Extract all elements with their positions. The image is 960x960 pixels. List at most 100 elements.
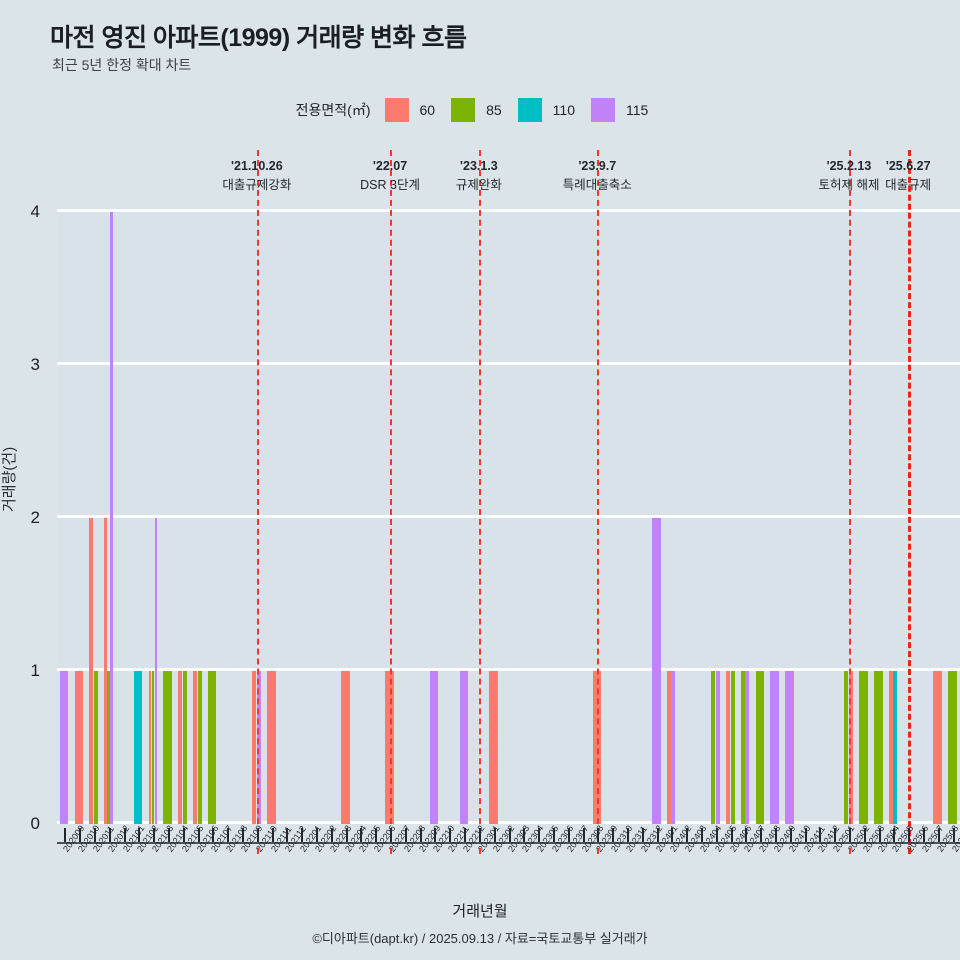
bar-202106-60[interactable] <box>193 671 198 824</box>
bar-202010-60[interactable] <box>74 671 84 824</box>
bar-202204-60[interactable] <box>341 671 350 824</box>
x-tick-202307 <box>567 828 570 842</box>
x-tick-202509 <box>952 828 955 842</box>
bar-202309-60[interactable] <box>592 671 602 824</box>
bar-202210-115[interactable] <box>429 671 439 824</box>
bar-202401-115[interactable] <box>651 518 661 824</box>
legend-label-110: 110 <box>552 102 575 118</box>
event-label-5: '25.2.13 토허제 해제 <box>779 157 919 196</box>
bar-202406-60[interactable] <box>725 671 730 824</box>
x-tick-202202 <box>316 828 319 842</box>
bar-202212-115[interactable] <box>459 671 469 824</box>
event-date-2: '22.07 <box>372 159 408 173</box>
page-subtitle: 최근 5년 한정 확대 차트 <box>52 57 192 73</box>
bar-202405-85[interactable] <box>711 671 716 824</box>
legend-item-60[interactable]: 60 <box>384 98 436 122</box>
event-text-5: 토허제 해제 <box>818 178 880 193</box>
x-tick-202309 <box>597 828 600 842</box>
event-date-6: '25.6.27 <box>885 159 931 173</box>
bar-202504-85[interactable] <box>873 671 883 824</box>
plot-area <box>57 150 960 854</box>
x-tick-202203 <box>330 828 333 842</box>
x-tick-202112 <box>286 828 289 842</box>
bar-202106-85[interactable] <box>197 671 202 824</box>
event-text-2: DSR 3단계 <box>360 178 420 193</box>
bar-202105-60[interactable] <box>178 671 183 824</box>
event-line-4 <box>597 150 600 854</box>
bar-202409-115[interactable] <box>770 671 779 824</box>
bar-202111-60[interactable] <box>267 671 276 824</box>
legend-item-110[interactable]: 110 <box>517 98 575 122</box>
legend-item-115[interactable]: 115 <box>591 98 648 122</box>
bar-202508-60[interactable] <box>933 671 942 824</box>
bar-202012-85[interactable] <box>107 671 110 824</box>
x-tick-202111 <box>271 828 274 842</box>
bar-202407-115[interactable] <box>745 671 750 824</box>
y-tick-label-2: 2 <box>30 508 40 527</box>
bar-202502-85[interactable] <box>844 671 849 824</box>
x-tick-202502 <box>848 828 851 842</box>
bar-202104-85[interactable] <box>163 671 172 824</box>
bar-202405-115[interactable] <box>715 671 720 824</box>
bar-202402-115[interactable] <box>671 671 676 824</box>
bar-202406-85[interactable] <box>730 671 735 824</box>
bar-202107-85[interactable] <box>207 671 217 824</box>
event-label-4: '23.9.7 특례대출축소 <box>527 157 667 196</box>
event-date-4: '23.9.7 <box>578 159 617 173</box>
event-label-3: '23.1.3 규제완화 <box>409 157 549 196</box>
bar-202012-60[interactable] <box>104 518 107 824</box>
bar-202410-115[interactable] <box>785 671 794 824</box>
x-tick-202011 <box>94 828 96 842</box>
event-text-3: 규제완화 <box>455 178 502 193</box>
x-tick-202012 <box>108 828 111 842</box>
event-label-2: '22.07 DSR 3단계 <box>320 157 460 196</box>
bar-202011-85[interactable] <box>94 671 98 824</box>
bar-202012-115[interactable] <box>110 212 113 824</box>
bar-202505-110[interactable] <box>893 671 898 824</box>
bar-202408-85[interactable] <box>755 671 765 824</box>
event-text-4: 특례대출축소 <box>562 178 632 193</box>
bar-202102-110[interactable] <box>133 671 143 824</box>
x-tick-202404 <box>700 828 703 842</box>
x-tick-202204 <box>345 828 348 842</box>
event-text-1: 대출규제강화 <box>222 178 292 193</box>
bar-202105-85[interactable] <box>182 671 187 824</box>
event-label-1: '21.10.26 대출규제강화 <box>187 157 327 196</box>
x-tick-202504 <box>878 828 881 842</box>
legend-label-60: 60 <box>419 102 436 118</box>
x-tick-202310 <box>612 828 615 842</box>
bar-202509-85[interactable] <box>948 671 957 824</box>
bar-202110-60[interactable] <box>252 671 257 824</box>
x-tick-202304 <box>523 828 526 842</box>
x-tick-202506 <box>908 828 911 842</box>
bar-202503-85[interactable] <box>859 671 868 824</box>
gridline-2 <box>57 515 960 518</box>
bar-202402-60[interactable] <box>666 671 671 824</box>
x-tick-202212 <box>464 828 467 842</box>
x-tick-202103 <box>153 828 156 842</box>
event-line-1 <box>256 150 259 854</box>
bar-202103-115[interactable] <box>154 518 158 824</box>
x-tick-202406 <box>730 828 733 842</box>
bar-202009-115[interactable] <box>59 671 69 824</box>
legend-swatch-115 <box>591 98 615 122</box>
bar-202407-85[interactable] <box>740 671 745 824</box>
x-tick-202101 <box>123 828 126 842</box>
bar-202505-60[interactable] <box>888 671 893 824</box>
bar-202103-60[interactable] <box>148 671 152 824</box>
event-line-3 <box>478 150 481 854</box>
x-tick-202311 <box>626 828 629 842</box>
gridline-3 <box>57 362 960 365</box>
bar-202011-60[interactable] <box>89 518 94 824</box>
bar-202103-85[interactable] <box>151 671 155 824</box>
gridline-4 <box>57 209 960 212</box>
x-tick-202206 <box>375 828 378 842</box>
x-tick-202205 <box>360 828 363 842</box>
x-tick-202010 <box>79 828 82 842</box>
bar-202302-60[interactable] <box>489 671 498 824</box>
x-tick-202201 <box>301 828 304 842</box>
legend-item-85[interactable]: 85 <box>451 98 502 122</box>
x-tick-202208 <box>404 828 407 842</box>
x-tick-202104 <box>168 828 171 842</box>
bar-202207-60[interactable] <box>385 671 395 824</box>
